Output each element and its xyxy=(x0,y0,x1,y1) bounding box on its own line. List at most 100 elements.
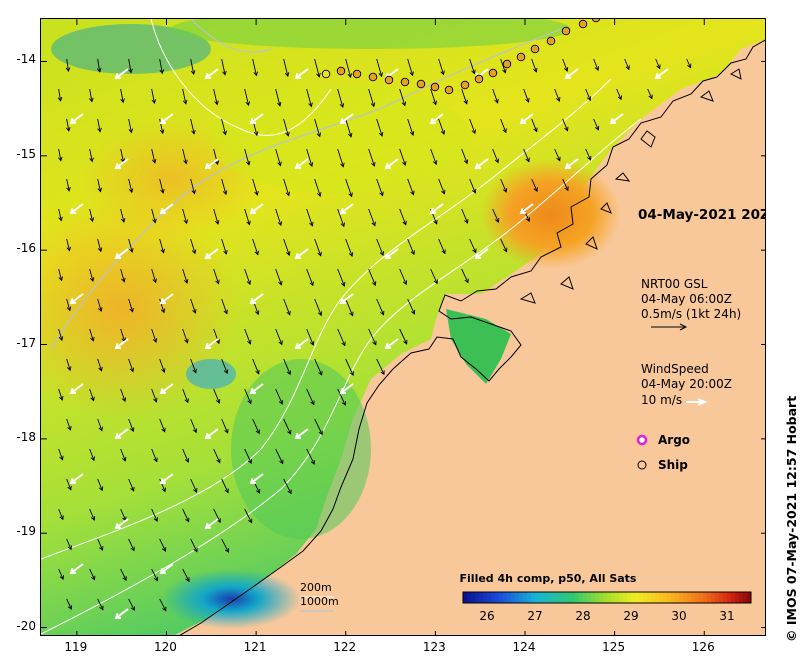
current-vector xyxy=(190,58,195,75)
current-vector xyxy=(66,538,72,550)
current-vector-head xyxy=(65,67,71,73)
current-vector xyxy=(345,298,354,316)
current-vector-head xyxy=(192,309,197,314)
current-vector-head xyxy=(223,369,229,375)
lon-tick-label: 123 xyxy=(422,640,446,654)
current-vector-head xyxy=(160,188,165,194)
current-vector xyxy=(151,328,157,343)
wind-legend-scale: 10 m/s xyxy=(641,393,683,407)
current-vector xyxy=(128,418,134,432)
current-vector xyxy=(97,298,102,312)
wind-vector-head xyxy=(384,342,392,350)
current-vector xyxy=(89,448,95,461)
current-vector-head xyxy=(503,247,508,253)
wind-vector xyxy=(250,203,264,214)
colorbar-swatch xyxy=(539,592,544,603)
current-vector-head xyxy=(309,340,315,346)
colorbar-swatch xyxy=(691,592,696,603)
current-vector-head xyxy=(67,425,72,431)
current-vector xyxy=(182,448,189,463)
lat-tick-label: -20 xyxy=(16,618,36,633)
current-vector-head xyxy=(67,605,73,610)
current-vector-head xyxy=(224,488,229,494)
lat-tick-label: -14 xyxy=(16,52,36,67)
wind-vector xyxy=(70,563,84,574)
current-vector-head xyxy=(159,129,165,135)
current-vector-head xyxy=(222,70,227,76)
current-vector xyxy=(283,238,290,256)
current-vector xyxy=(151,508,158,522)
current-vector-head xyxy=(122,456,127,462)
depth-1000-label: 1000m xyxy=(300,595,339,608)
colorbar-swatch xyxy=(675,592,680,603)
current-vector-head xyxy=(556,97,561,102)
current-vector-head xyxy=(348,252,354,257)
current-vector xyxy=(58,268,63,281)
wind-vector-head xyxy=(204,522,212,530)
current-vector xyxy=(66,238,70,251)
current-vector xyxy=(461,148,468,164)
ship-position-marker xyxy=(384,75,394,85)
sst-map[interactable]: Filled 4h comp, p50, All Sats 26 27 28 29 30… xyxy=(40,18,766,636)
current-vector xyxy=(151,208,156,223)
current-vector-head xyxy=(184,458,190,463)
current-vector xyxy=(151,148,156,163)
current-vector-head xyxy=(98,426,103,432)
wind-vector-head xyxy=(384,162,392,170)
colorbar-swatch xyxy=(683,592,688,603)
ship-position-marker xyxy=(352,69,362,79)
colorbar-swatch xyxy=(743,592,748,603)
wind-vector xyxy=(115,428,129,439)
current-vector xyxy=(345,118,352,138)
current-vector-head xyxy=(90,336,95,342)
wind-vector xyxy=(250,473,264,484)
ship-position-marker xyxy=(546,36,556,46)
current-vector-head xyxy=(379,191,384,197)
lat-tick-label: -17 xyxy=(16,335,36,350)
current-vector xyxy=(562,58,568,72)
colorbar-swatch xyxy=(639,592,644,603)
wind-vector-head xyxy=(474,162,482,170)
current-vector xyxy=(306,148,313,167)
wind-vector-head xyxy=(159,567,167,575)
current-vector xyxy=(244,508,253,523)
argo-marker-icon xyxy=(636,434,648,446)
colorbar-swatch xyxy=(703,592,708,603)
current-vector xyxy=(58,448,63,460)
wind-vector-head xyxy=(249,477,257,485)
current-vector xyxy=(190,118,195,134)
wind-vector-head xyxy=(204,252,212,260)
current-vector xyxy=(306,328,314,346)
colorbar-tick-label: 31 xyxy=(719,609,734,623)
current-vector xyxy=(221,298,228,314)
current-vector xyxy=(97,418,103,431)
wind-vector-head xyxy=(204,432,212,440)
wind-legend-time: 04-May 20:00Z xyxy=(641,377,733,391)
current-vector xyxy=(399,328,408,345)
current-vector xyxy=(190,238,196,254)
current-vector xyxy=(213,508,221,523)
colorbar-swatch xyxy=(735,592,740,603)
current-vector-head xyxy=(128,68,133,74)
current-vector xyxy=(190,298,196,314)
current-vector-head xyxy=(371,221,376,227)
current-vector-head xyxy=(191,189,196,195)
wind-vector-head xyxy=(249,387,257,395)
wind-vector-head xyxy=(339,207,347,215)
lon-tick-label: 124 xyxy=(512,640,536,654)
current-vector xyxy=(58,508,64,520)
current-vector-head xyxy=(278,280,283,286)
current-vector-head xyxy=(433,219,438,225)
current-vector xyxy=(182,508,190,522)
colorbar-swatch xyxy=(495,592,500,603)
current-vector xyxy=(182,88,187,104)
current-vector-head xyxy=(184,398,189,404)
colorbar: Filled 4h comp, p50, All Sats 26 27 28 29 30… xyxy=(460,572,752,623)
argo-legend-label: Argo xyxy=(658,433,691,447)
current-vector-head xyxy=(153,517,158,522)
current-vector-head xyxy=(99,605,104,611)
current-vector-head xyxy=(89,97,94,103)
wind-vector-head xyxy=(69,567,77,575)
current-vector-head xyxy=(625,65,630,71)
wind-vector xyxy=(160,203,174,214)
